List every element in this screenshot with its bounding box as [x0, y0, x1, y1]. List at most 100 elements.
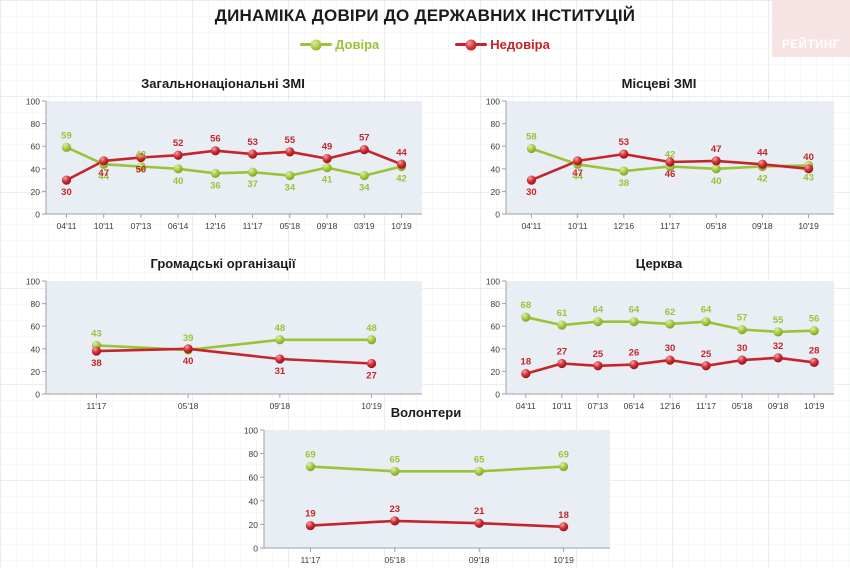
legend-label-distrust: Недовіра: [490, 37, 550, 52]
data-value-label: 55: [285, 135, 296, 146]
data-value-label: 56: [809, 314, 820, 325]
x-tick-label: 11'17: [243, 221, 263, 231]
data-point-marker: [390, 516, 400, 526]
x-tick-label: 05'18: [280, 221, 301, 231]
data-point-marker: [99, 156, 109, 166]
x-tick-label: 09'18: [469, 555, 490, 565]
y-tick-label: 20: [249, 520, 259, 530]
data-value-label: 30: [665, 343, 676, 354]
legend-marker-trust-icon: [310, 39, 322, 50]
y-tick-label: 20: [31, 367, 41, 377]
data-value-label: 68: [521, 300, 532, 311]
y-tick-label: 40: [31, 164, 41, 174]
x-tick-label: 12'16: [205, 221, 226, 231]
legend-line-distrust: [455, 39, 488, 50]
x-tick-label: 09'18: [270, 401, 291, 411]
data-point-marker: [619, 149, 629, 159]
data-value-label: 53: [619, 137, 630, 148]
data-point-marker: [396, 159, 407, 169]
data-point-marker: [136, 152, 146, 163]
data-value-label: 65: [390, 454, 401, 465]
x-tick-label: 03'19: [354, 221, 375, 231]
data-value-label: 64: [701, 305, 712, 316]
y-tick-label: 0: [495, 390, 500, 400]
y-tick-label: 100: [244, 426, 258, 436]
data-point-marker: [183, 344, 193, 354]
data-point-marker: [173, 164, 183, 174]
data-point-marker: [526, 175, 537, 185]
y-tick-label: 20: [491, 187, 501, 197]
data-value-label: 40: [173, 176, 184, 187]
x-tick-label: 11'17: [300, 555, 320, 565]
data-point-marker: [557, 320, 567, 330]
data-point-marker: [359, 144, 369, 155]
data-value-label: 50: [136, 165, 147, 176]
data-value-label: 64: [629, 305, 640, 316]
chart-title-national-media: Загальнонаціональні ЗМІ: [141, 76, 305, 91]
x-tick-label: 05'18: [732, 401, 753, 411]
y-tick-label: 100: [486, 97, 500, 107]
chart-title-church: Церква: [635, 256, 683, 271]
y-tick-label: 40: [491, 164, 501, 174]
data-point-marker: [474, 466, 484, 476]
data-value-label: 46: [665, 169, 676, 180]
data-value-label: 30: [61, 187, 72, 198]
data-value-label: 44: [98, 171, 109, 182]
chart-svg-local-media: 0 20 40 60 80 100 04'11 10'11 12'16 11'17 05'18 09'…: [486, 97, 834, 231]
data-point-marker: [711, 164, 721, 174]
legend-label-trust: Довіра: [335, 37, 380, 52]
data-point-marker: [803, 164, 814, 174]
data-value-label: 44: [757, 147, 768, 158]
y-tick-label: 0: [495, 210, 500, 220]
x-tick-label: 10'11: [94, 221, 114, 231]
data-value-label: 57: [359, 133, 370, 144]
data-value-label: 47: [98, 168, 109, 179]
rating-watermark: РЕЙТИНГ: [772, 0, 850, 57]
data-value-label: 52: [173, 138, 184, 149]
y-tick-label: 80: [31, 119, 41, 129]
x-tick-label: 10'11: [568, 221, 588, 231]
plot-area-civic-organisations: 0 20 40 60 80 100 11'17 05'18 09'18 10'19 43 39 48 48…: [18, 275, 428, 420]
data-point-marker: [773, 327, 783, 337]
x-tick-label: 09'18: [752, 221, 773, 231]
data-value-label: 26: [629, 348, 640, 359]
chart-panel-civic-organisations: Громадські організації 0 20 40 60 80 100 11'17 0…: [18, 256, 428, 420]
chart-legend: Довіра Недовіра: [0, 37, 850, 52]
x-tick-label: 06'14: [624, 401, 645, 411]
x-tick-label: 10'19: [804, 401, 825, 411]
data-point-marker: [701, 361, 711, 371]
plot-area-volunteers: 0 20 40 60 80 100 11'17 05'18 09'18 10'19 69 65 65 69…: [236, 424, 616, 574]
data-value-label: 69: [558, 450, 569, 461]
data-point-marker: [359, 170, 369, 181]
y-tick-label: 100: [486, 277, 500, 287]
data-value-label: 30: [737, 343, 748, 354]
data-value-label: 42: [757, 174, 768, 185]
data-value-label: 62: [665, 307, 676, 318]
data-point-marker: [322, 163, 332, 173]
data-value-label: 25: [593, 349, 604, 360]
data-point-marker: [210, 168, 220, 178]
chart-svg-national-media: 0 20 40 60 80 100 04'11 10'11 07'13 06'14 12'16 11'…: [26, 97, 422, 231]
data-value-label: 44: [572, 171, 583, 182]
chart-title-civic-organisations: Громадські організації: [150, 256, 296, 271]
data-value-label: 41: [322, 175, 333, 186]
data-value-label: 42: [665, 150, 676, 161]
y-tick-label: 40: [249, 496, 259, 506]
y-tick-label: 0: [35, 210, 40, 220]
x-tick-label: 10'11: [552, 401, 572, 411]
y-tick-label: 80: [491, 299, 501, 309]
data-value-label: 30: [526, 187, 537, 198]
data-point-marker: [61, 142, 72, 152]
x-tick-label: 11'17: [86, 401, 106, 411]
data-point-marker: [275, 354, 285, 364]
data-value-label: 36: [210, 180, 221, 191]
data-point-marker: [619, 166, 629, 176]
data-value-label: 43: [803, 172, 814, 183]
data-value-label: 23: [390, 504, 401, 515]
data-point-marker: [521, 369, 531, 379]
chart-panel-national-media: Загальнонаціональні ЗМІ 0 20 40 60 80 100 04'11…: [18, 76, 428, 240]
data-value-label: 34: [359, 183, 370, 194]
y-tick-label: 20: [491, 367, 501, 377]
data-point-marker: [711, 156, 721, 166]
